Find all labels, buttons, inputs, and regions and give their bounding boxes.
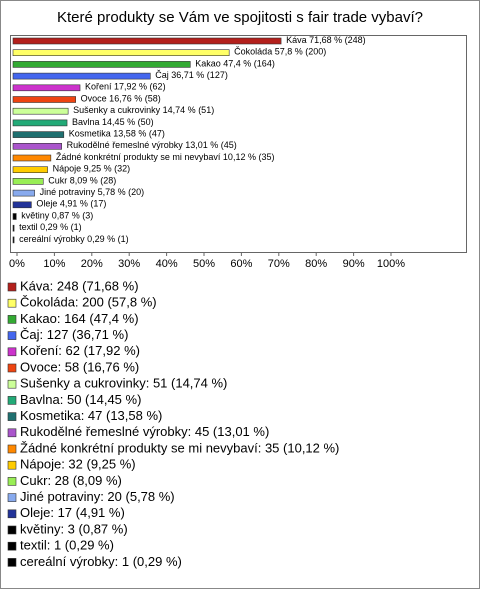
bar-label: květiny 0,87 % (3) xyxy=(21,210,93,220)
bar xyxy=(12,201,32,209)
legend-label: Sušenky a cukrovinky: 51 (14,74 %) xyxy=(20,376,227,391)
bar xyxy=(12,72,151,80)
bar-label: cereální výrobky 0,29 % (1) xyxy=(19,234,129,244)
bar-label: textil 0,29 % (1) xyxy=(19,222,82,232)
legend-swatch xyxy=(7,428,17,438)
bar-label: Jiné potraviny 5,78 % (20) xyxy=(40,187,145,197)
bar xyxy=(12,37,282,45)
legend-label: Čokoláda: 200 (57,8 %) xyxy=(20,295,157,310)
legend-swatch xyxy=(7,444,17,454)
legend-label: Káva: 248 (71,68 %) xyxy=(20,278,139,293)
legend-swatch xyxy=(7,525,17,535)
legend-label: textil: 1 (0,29 %) xyxy=(20,538,114,553)
x-tick-label: 90% xyxy=(343,258,365,270)
x-tick-label: 60% xyxy=(230,258,252,270)
legend-label: Kosmetika: 47 (13,58 %) xyxy=(20,408,162,423)
legend-swatch xyxy=(7,347,17,357)
x-tick-label: 20% xyxy=(81,258,103,270)
bar xyxy=(12,49,230,57)
legend-label: Ovoce: 58 (16,76 %) xyxy=(20,359,139,374)
bar-label: Čaj 36,71 % (127) xyxy=(155,70,228,80)
legend-label: květiny: 3 (0,87 %) xyxy=(20,521,128,536)
legend-swatch xyxy=(7,298,17,308)
bar-label: Žádné konkrétní produkty se mi nevybaví … xyxy=(56,152,275,162)
legend-swatch xyxy=(7,282,17,292)
bar xyxy=(12,61,191,68)
legend-swatch xyxy=(7,477,17,486)
bar-label: Čokoláda 57,8 % (200) xyxy=(234,47,326,57)
legend-label: Nápoje: 32 (9,25 %) xyxy=(20,457,136,472)
bar-label: Cukr 8,09 % (28) xyxy=(48,175,116,185)
chart-title: Které produkty se Vám ve spojitosti s fa… xyxy=(57,9,423,26)
legend-swatch xyxy=(7,363,17,373)
bar xyxy=(12,224,15,232)
legend-swatch xyxy=(7,509,17,519)
bar xyxy=(12,236,15,244)
bar-label: Nápoje 9,25 % (32) xyxy=(53,164,131,174)
legend-label: Kakao: 164 (47,4 %) xyxy=(20,311,139,326)
legend-label: Koření: 62 (17,92 %) xyxy=(20,343,140,358)
bar xyxy=(12,178,44,185)
bar-label: Koření 17,92 % (62) xyxy=(85,82,166,92)
bar-label: Káva 71,68 % (248) xyxy=(286,35,366,45)
bar-label: Sušenky a cukrovinky 14,74 % (51) xyxy=(73,105,214,115)
legend-swatch xyxy=(7,315,17,324)
bar xyxy=(12,96,76,103)
bar xyxy=(12,143,62,150)
bar-label: Ovoce 16,76 % (58) xyxy=(81,93,161,103)
plot-border xyxy=(10,35,467,253)
legend-swatch xyxy=(7,412,17,421)
bar xyxy=(12,166,48,173)
legend-label: Rukodělné řemeslné výrobky: 45 (13,01 %) xyxy=(20,424,269,439)
legend-label: Žádné konkrétní produkty se mi nevybaví:… xyxy=(20,440,339,455)
bar-label: Bavlna 14,45 % (50) xyxy=(72,117,154,127)
x-tick-label: 40% xyxy=(156,258,178,270)
legend-swatch xyxy=(7,331,17,340)
legend-label: Jiné potraviny: 20 (5,78 %) xyxy=(20,489,175,504)
x-tick-label: 100% xyxy=(377,258,405,270)
bar xyxy=(12,213,17,220)
legend-swatch xyxy=(7,396,17,405)
legend-swatch xyxy=(7,558,17,567)
legend-swatch xyxy=(7,379,17,389)
legend-label: Čaj: 127 (36,71 %) xyxy=(20,327,128,342)
bar xyxy=(12,107,69,115)
bar-label: Kosmetika 13,58 % (47) xyxy=(69,128,165,138)
legend-swatch xyxy=(7,541,17,551)
x-tick-label: 80% xyxy=(305,258,327,270)
bar-label: Rukodělné řemeslné výrobky 13,01 % (45) xyxy=(67,140,237,150)
legend-label: Bavlna: 50 (14,45 %) xyxy=(20,392,141,407)
x-tick-label: 0% xyxy=(9,258,25,270)
bar-label: Oleje 4,91 % (17) xyxy=(36,199,106,209)
legend-label: Cukr: 28 (8,09 %) xyxy=(20,473,122,488)
bar xyxy=(12,119,68,127)
bar xyxy=(12,84,81,92)
legend-swatch xyxy=(7,460,17,470)
x-tick-label: 30% xyxy=(118,258,140,270)
x-tick-label: 50% xyxy=(193,258,215,270)
legend-label: Oleje: 17 (4,91 %) xyxy=(20,505,125,520)
bar xyxy=(12,131,65,138)
x-tick-label: 70% xyxy=(268,258,290,270)
x-tick-label: 10% xyxy=(43,258,65,270)
legend-label: cereální výrobky: 1 (0,29 %) xyxy=(20,554,182,569)
bar xyxy=(12,189,35,197)
bar xyxy=(12,154,52,162)
legend-swatch xyxy=(7,493,17,502)
bar-label: Kakao 47,4 % (164) xyxy=(195,58,275,68)
